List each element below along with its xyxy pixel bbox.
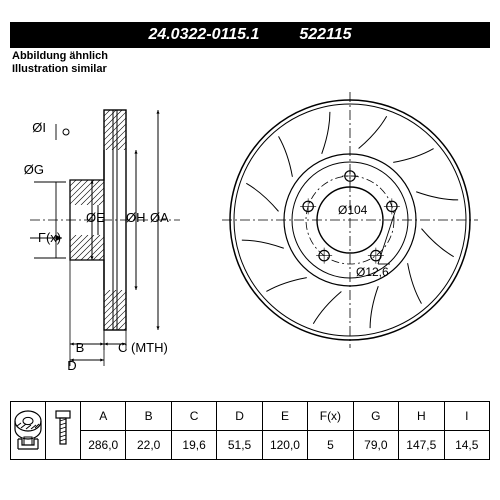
table-header-row: A B C D E F(x) G H I	[11, 402, 490, 431]
svg-text:ØI: ØI	[32, 120, 46, 135]
page: 24.0322-0115.1 522115 Abbildung ähnlich …	[0, 0, 500, 500]
ref-number: 522115	[299, 26, 351, 44]
technical-drawing: Ø104 Ø12,6 ØA ØH ØE ØG ØI F(x) BD C (MTH)	[10, 70, 490, 370]
td-E: 120,0	[262, 431, 307, 460]
svg-text:ØA: ØA	[150, 210, 169, 225]
th-A: A	[81, 402, 126, 431]
th-B: B	[126, 402, 171, 431]
th-Fx: F(x)	[308, 402, 353, 431]
td-G: 79,0	[353, 431, 398, 460]
svg-text:D: D	[67, 358, 76, 370]
spec-table: A B C D E F(x) G H I 286,0 22,0 19,6 51,…	[10, 401, 490, 460]
svg-text:ØH: ØH	[126, 210, 146, 225]
th-G: G	[353, 402, 398, 431]
th-E: E	[262, 402, 307, 431]
disc-icon-cell	[11, 402, 46, 460]
th-D: D	[217, 402, 262, 431]
th-H: H	[399, 402, 444, 431]
th-C: C	[171, 402, 216, 431]
svg-text:B: B	[76, 340, 85, 355]
td-A: 286,0	[81, 431, 126, 460]
caption-line-1: Abbildung ähnlich	[12, 50, 108, 63]
svg-text:F(x): F(x)	[38, 230, 61, 245]
svg-text:Ø104: Ø104	[338, 203, 368, 217]
th-I: I	[444, 402, 490, 431]
svg-text:Ø12,6: Ø12,6	[356, 265, 389, 279]
td-H: 147,5	[399, 431, 444, 460]
bolt-icon-cell	[46, 402, 81, 460]
disc-icon	[12, 407, 44, 451]
bolt-icon	[48, 407, 78, 451]
td-Fx: 5	[308, 431, 353, 460]
td-I: 14,5	[444, 431, 490, 460]
svg-text:ØG: ØG	[24, 162, 44, 177]
td-B: 22,0	[126, 431, 171, 460]
table-value-row: 286,0 22,0 19,6 51,5 120,0 5 79,0 147,5 …	[11, 431, 490, 460]
svg-text:C (MTH): C (MTH)	[118, 340, 168, 355]
part-number: 24.0322-0115.1	[148, 26, 259, 44]
td-C: 19,6	[171, 431, 216, 460]
svg-text:ØE: ØE	[86, 210, 105, 225]
header-bar: 24.0322-0115.1 522115	[10, 22, 490, 48]
td-D: 51,5	[217, 431, 262, 460]
